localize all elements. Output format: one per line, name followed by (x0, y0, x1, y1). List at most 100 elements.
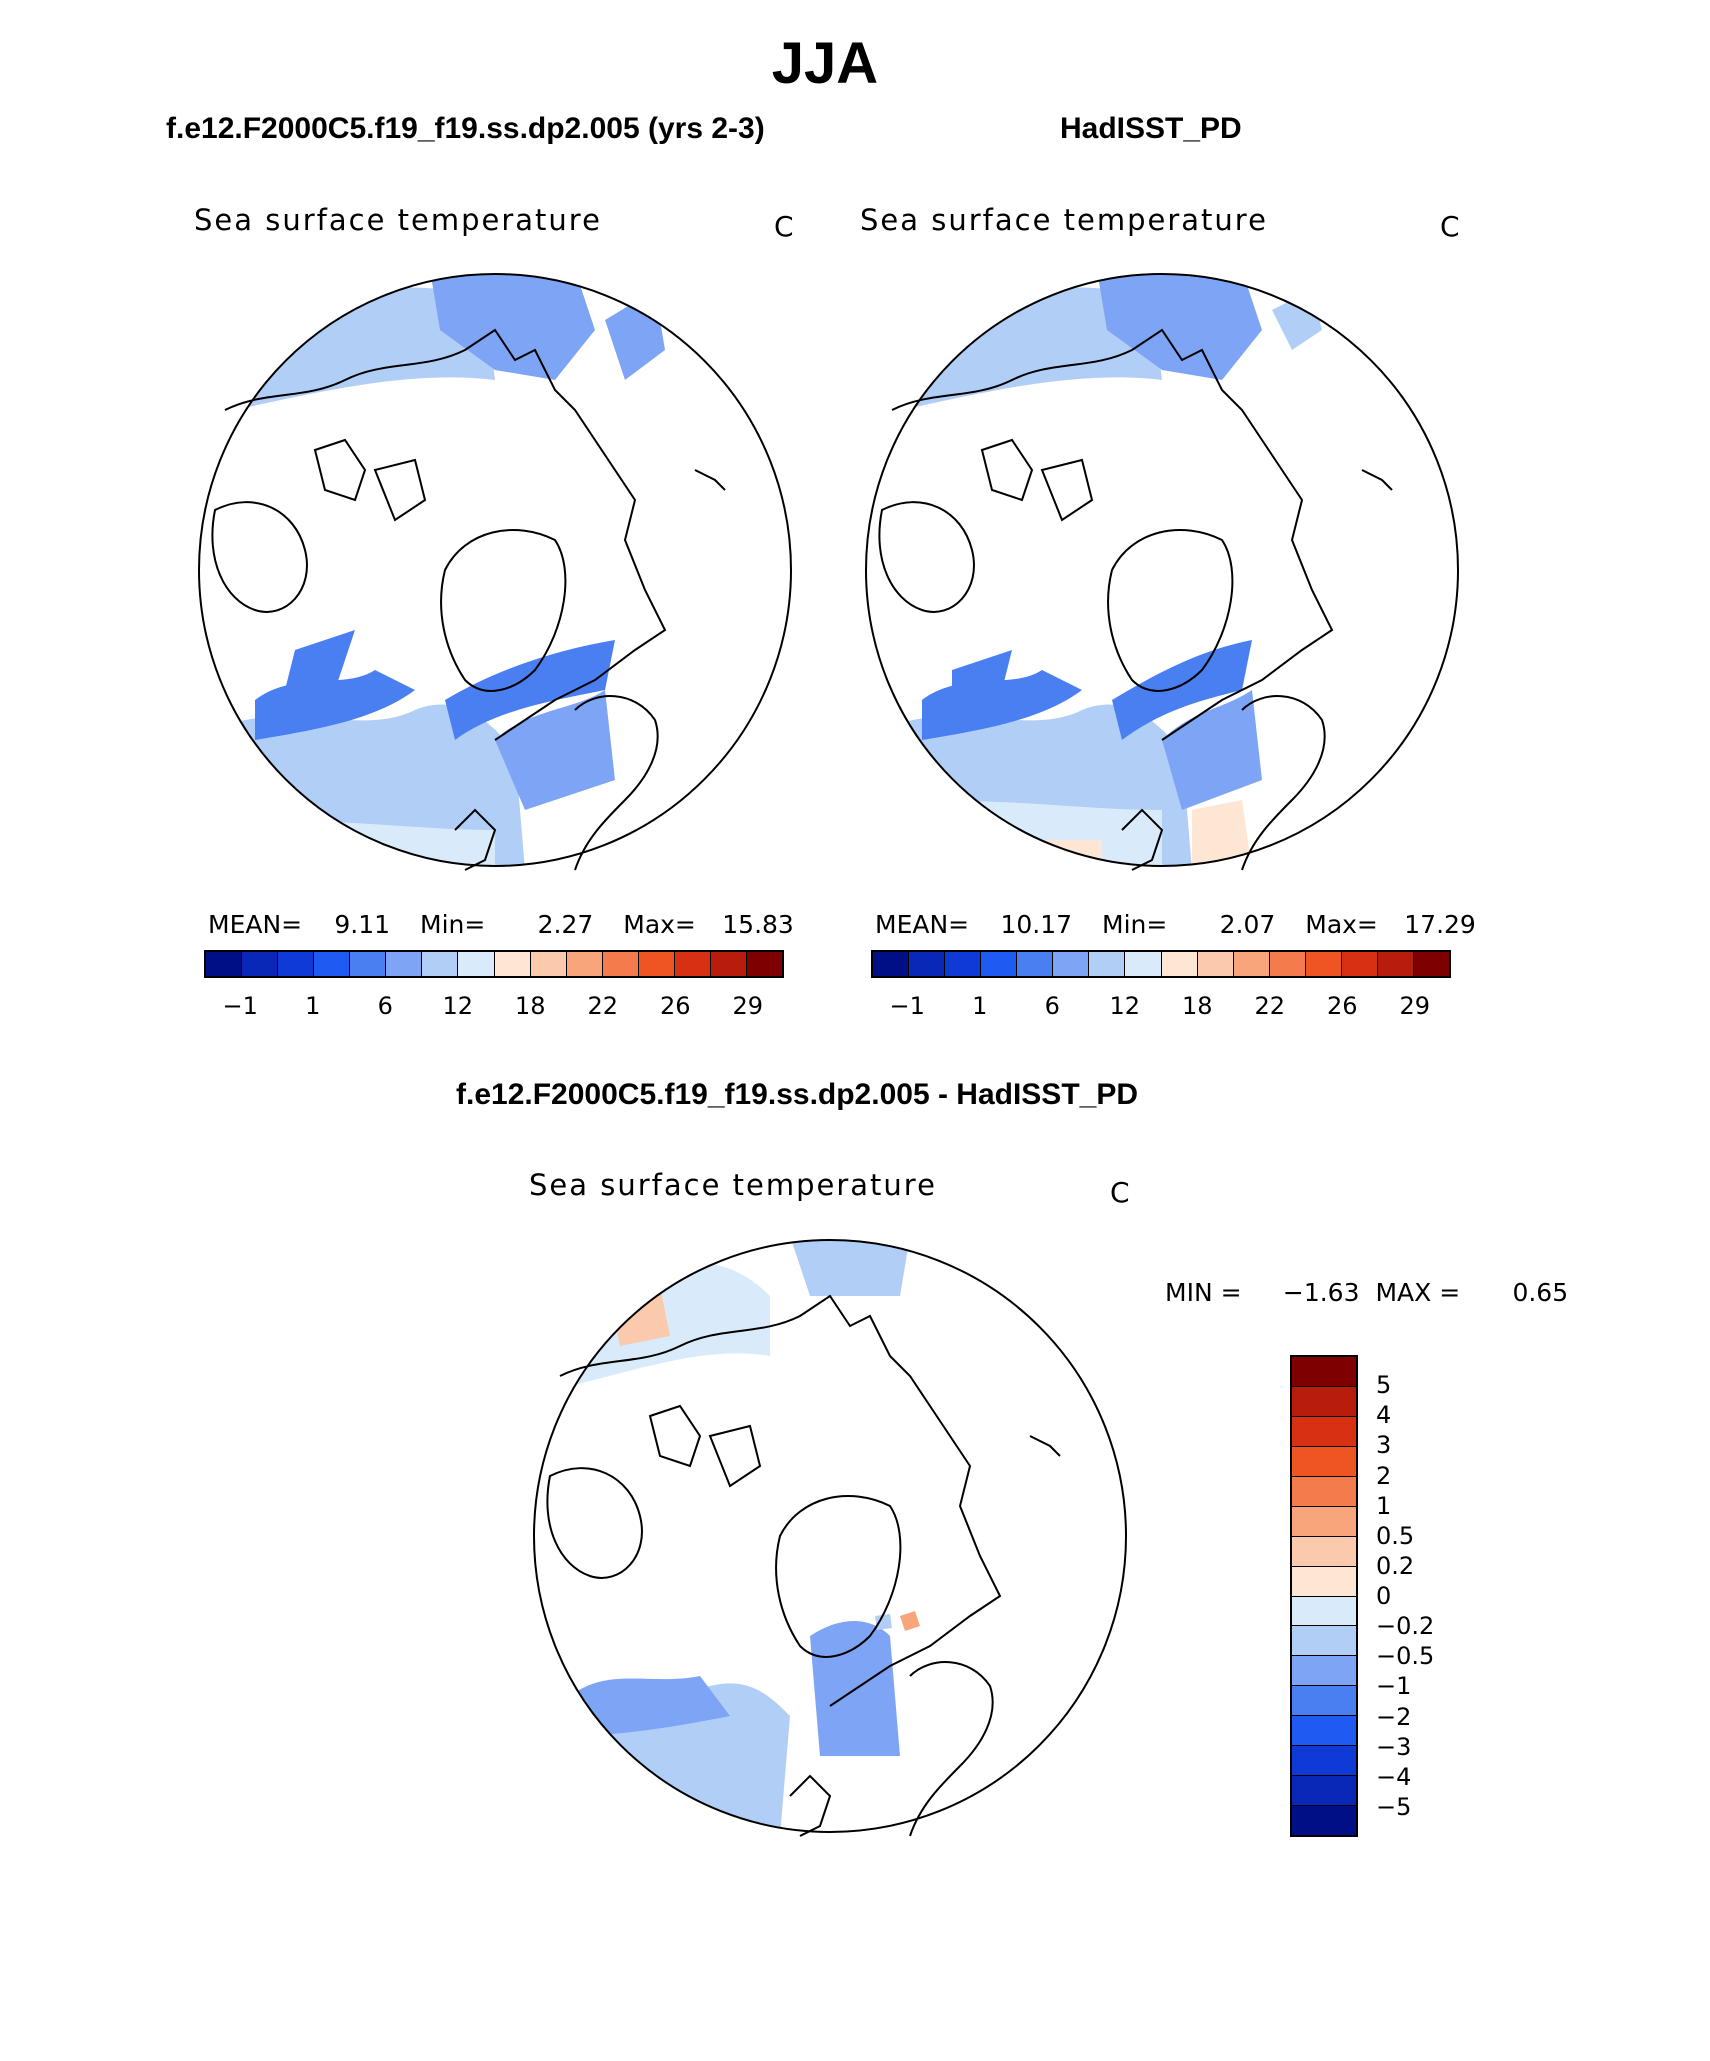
model-min-label: Min= (420, 910, 486, 939)
colorbar-tick-label: 1 (1376, 1491, 1392, 1520)
colorbar-swatch (386, 952, 423, 976)
obs-stats: MEAN= 10.17 Min= 2.07 Max= 17.29 (875, 910, 1476, 939)
model-min-value: 2.27 (537, 910, 594, 939)
diff-variable-label: Sea surface temperature (529, 1168, 937, 1202)
colorbar-swatch (1292, 1626, 1356, 1657)
colorbar-swatch (458, 952, 495, 976)
model-max-label: Max= (623, 910, 696, 939)
colorbar-swatch (1292, 1357, 1356, 1387)
colorbar-tick-label: −3 (1376, 1732, 1412, 1761)
colorbar-swatch (945, 952, 982, 976)
diff-units-label: C (1110, 1176, 1130, 1209)
colorbar-tick-label: 22 (587, 992, 619, 1020)
colorbar-swatch (1292, 1386, 1356, 1417)
colorbar-tick-label: 1 (305, 992, 321, 1020)
obs-max-label: Max= (1305, 910, 1378, 939)
diff-polar-map (533, 1239, 1127, 1837)
colorbar-swatch (1197, 952, 1234, 976)
diff-min-value: −1.63 (1282, 1278, 1360, 1307)
colorbar-tick-label: 26 (659, 992, 691, 1020)
colorbar-swatch (674, 952, 711, 976)
diff-max-label: MAX = (1375, 1278, 1461, 1307)
colorbar-tick-label: −2 (1376, 1702, 1412, 1731)
colorbar-swatch (1089, 952, 1126, 976)
colorbar-swatch (1292, 1716, 1356, 1747)
colorbar-swatch (602, 952, 639, 976)
colorbar-tick-label: 4 (1376, 1401, 1392, 1430)
diff-max-value: 0.65 (1512, 1278, 1569, 1307)
colorbar-tick-label: −5 (1376, 1792, 1412, 1821)
model-polar-map (198, 273, 792, 871)
obs-map-boundary (865, 273, 1459, 867)
colorbar-swatch (314, 952, 351, 976)
colorbar-swatch (206, 952, 243, 976)
colorbar-swatch (566, 952, 603, 976)
colorbar-tick-label: 0.2 (1376, 1551, 1415, 1580)
colorbar-swatch (1292, 1536, 1356, 1567)
obs-mean-value: 10.17 (1000, 910, 1073, 939)
colorbar-swatch (1292, 1806, 1356, 1835)
colorbar-swatch (1233, 952, 1270, 976)
obs-mean-label: MEAN= (875, 910, 970, 939)
colorbar-swatch (746, 952, 782, 976)
diff-panel-title: f.e12.F2000C5.f19_f19.ss.dp2.005 - HadIS… (456, 1078, 1139, 1111)
colorbar-swatch (873, 952, 910, 976)
model-units-label: C (774, 210, 794, 243)
obs-units-label: C (1440, 210, 1460, 243)
colorbar-tick-label: 29 (1399, 992, 1431, 1020)
model-max-value: 15.83 (722, 910, 794, 939)
obs-coastlines (878, 328, 1393, 871)
colorbar-swatch (1292, 1566, 1356, 1597)
colorbar-swatch (1377, 952, 1414, 976)
colorbar-swatch (422, 952, 459, 976)
colorbar-swatch (494, 952, 531, 976)
colorbar-swatch (1413, 952, 1449, 976)
colorbar-swatch (1305, 952, 1342, 976)
colorbar-swatch (1292, 1476, 1356, 1507)
colorbar-tick-label: 12 (1109, 992, 1141, 1020)
colorbar-tick-label: −4 (1376, 1762, 1412, 1791)
colorbar-tick-label: −0.2 (1376, 1612, 1435, 1641)
model-mean-label: MEAN= (208, 910, 303, 939)
colorbar-tick-label: 6 (377, 992, 393, 1020)
colorbar-swatch (1292, 1746, 1356, 1777)
colorbar-swatch (1292, 1596, 1356, 1627)
colorbar-swatch (1292, 1446, 1356, 1477)
model-coastlines (211, 328, 726, 871)
colorbar-tick-label: −1 (889, 992, 925, 1020)
model-mean-value: 9.11 (334, 910, 391, 939)
colorbar-swatch (278, 952, 315, 976)
colorbar-swatch (981, 952, 1018, 976)
model-variable-label: Sea surface temperature (194, 203, 602, 237)
obs-min-label: Min= (1102, 910, 1168, 939)
colorbar-tick-label: 22 (1254, 992, 1286, 1020)
diff-minmax: MIN = −1.63 MAX = 0.65 (1165, 1278, 1568, 1307)
colorbar-swatch (1017, 952, 1054, 976)
colorbar-tick-label: 26 (1326, 992, 1358, 1020)
colorbar-tick-label: 18 (1181, 992, 1213, 1020)
obs-max-value: 17.29 (1404, 910, 1476, 939)
colorbar-swatch (909, 952, 946, 976)
colorbar-swatch (710, 952, 747, 976)
colorbar-swatch (1125, 952, 1162, 976)
colorbar-tick-label: 12 (442, 992, 474, 1020)
diff-map-boundary (533, 1239, 1127, 1833)
colorbar-tick-label: 3 (1376, 1431, 1392, 1460)
colorbar-tick-label: 5 (1376, 1371, 1392, 1400)
colorbar-tick-label: −0.5 (1376, 1642, 1435, 1671)
model-sst-field (199, 274, 791, 866)
colorbar-swatch (350, 952, 387, 976)
colorbar-tick-label: 18 (514, 992, 546, 1020)
colorbar-swatch (1269, 952, 1306, 976)
colorbar-swatch (1053, 952, 1090, 976)
model-colorbar (204, 950, 784, 978)
colorbar-tick-label: 1 (972, 992, 988, 1020)
colorbar-swatch (1292, 1656, 1356, 1687)
colorbar-swatch (242, 952, 279, 976)
colorbar-tick-label: 2 (1376, 1461, 1392, 1490)
diff-sst-field (534, 1240, 1126, 1832)
colorbar-swatch (638, 952, 675, 976)
model-panel-title: f.e12.F2000C5.f19_f19.ss.dp2.005 (yrs 2-… (166, 112, 765, 145)
obs-min-value: 2.07 (1219, 910, 1276, 939)
model-map-boundary (198, 273, 792, 867)
